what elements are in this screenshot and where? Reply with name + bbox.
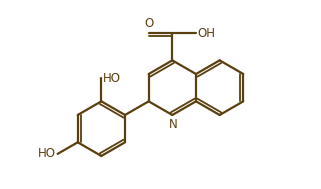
Text: O: O: [144, 17, 154, 30]
Text: HO: HO: [103, 72, 121, 85]
Text: N: N: [169, 118, 178, 131]
Text: HO: HO: [38, 147, 56, 160]
Text: OH: OH: [198, 26, 216, 40]
